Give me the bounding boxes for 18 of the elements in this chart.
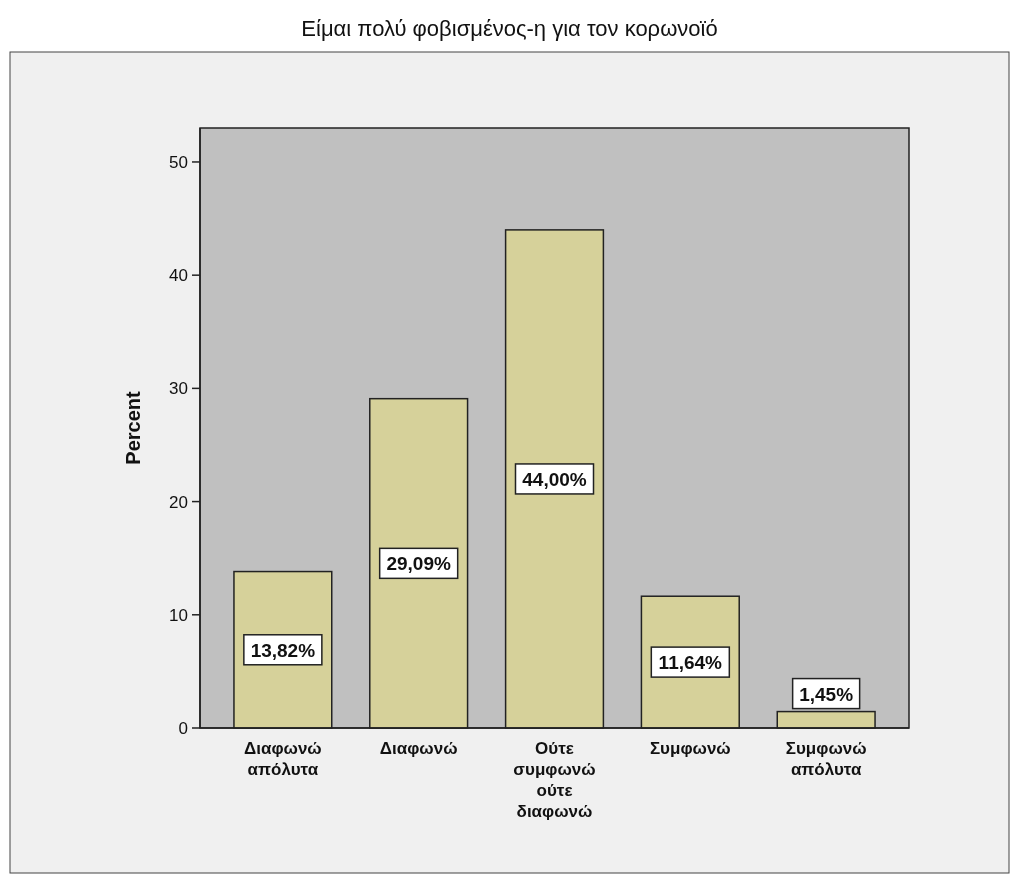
- y-tick-label: 30: [169, 379, 188, 399]
- x-tick-label: Διαφωνώ απόλυτα: [243, 739, 322, 779]
- y-tick-label: 10: [169, 605, 188, 625]
- data-label: 29,09%: [386, 553, 451, 575]
- x-tick-label: Συμφωνώ απόλυτα: [785, 739, 867, 779]
- x-tick-label: Διαφωνώ: [379, 739, 458, 758]
- y-axis-title: Percent: [122, 390, 144, 465]
- x-tick-label: Συμφωνώ: [649, 739, 731, 758]
- data-label: 13,82%: [250, 639, 316, 661]
- y-tick-label: 40: [169, 266, 188, 286]
- data-label: 44,00%: [522, 468, 587, 490]
- y-tick-label: 50: [169, 152, 188, 172]
- data-label: 1,45%: [799, 683, 854, 705]
- x-tick-label: Ούτε συμφωνώ ούτε διαφωνώ: [513, 739, 596, 821]
- y-tick-label: 0: [178, 719, 188, 738]
- data-label: 11,64%: [658, 652, 723, 674]
- chart-title: Είμαι πολύ φοβισμένος-η για τον κορωνοϊό: [301, 16, 718, 41]
- y-tick-label: 20: [169, 492, 188, 512]
